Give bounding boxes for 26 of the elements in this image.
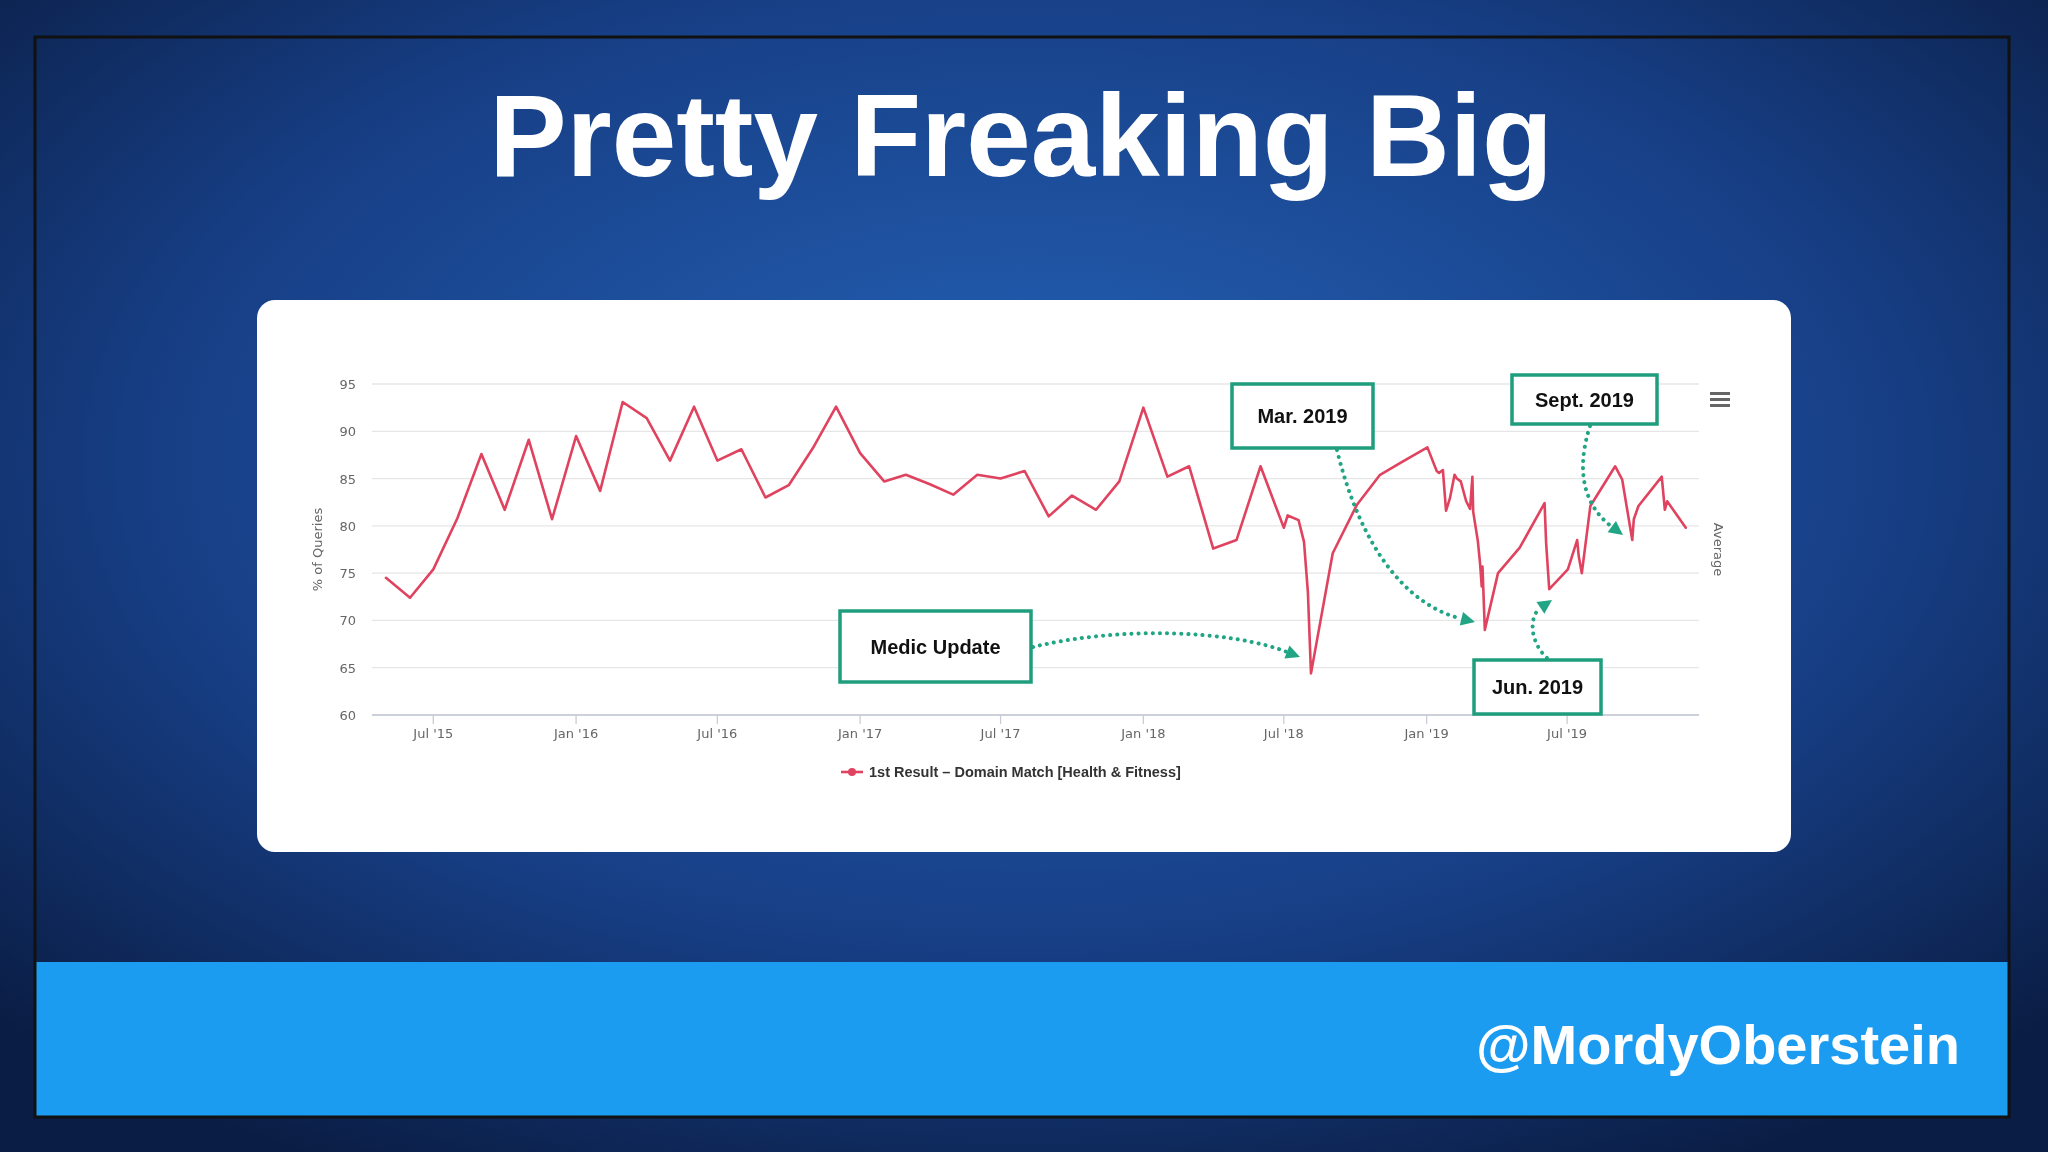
- y2-axis-title: Average: [1711, 522, 1726, 577]
- x-tick-label: Jan '16: [552, 726, 599, 741]
- y-tick-label: 65: [339, 660, 356, 676]
- x-tick-label: Jan '19: [1403, 726, 1449, 741]
- annotation: Mar. 2019: [1257, 405, 1348, 427]
- x-tick-label: Jul '15: [412, 726, 454, 741]
- y-tick-label: 70: [339, 613, 356, 629]
- x-tick-label: Jul '19: [1546, 726, 1588, 741]
- chart-title: Pretty Freaking Big: [489, 71, 1553, 201]
- x-tick-label: Jul '17: [979, 726, 1021, 741]
- x-tick-label: Jul '16: [696, 726, 738, 741]
- y-tick-label: 85: [339, 471, 356, 487]
- x-tick-label: Jul '18: [1262, 726, 1304, 741]
- y-tick-label: 95: [339, 377, 356, 392]
- annotation: Sept. 2019: [1535, 388, 1634, 411]
- y-tick-label: 75: [339, 566, 356, 582]
- text: @MordyOberstein: [1475, 1013, 1960, 1076]
- x-tick-label: Jan '18: [1120, 726, 1166, 741]
- annotation: Jun. 2019: [1491, 676, 1584, 698]
- y-tick-label: 90: [339, 424, 356, 440]
- x-tick-label: Jan '17: [836, 726, 883, 741]
- y-tick-label: 60: [339, 708, 356, 723]
- y-axis-title: % of Queries: [310, 507, 325, 592]
- annotation: Medic Update: [870, 635, 1001, 658]
- legend-label: 1st Result – Domain Match [Health & Fitness]: [869, 764, 1181, 780]
- y-tick-label: 80: [339, 518, 356, 534]
